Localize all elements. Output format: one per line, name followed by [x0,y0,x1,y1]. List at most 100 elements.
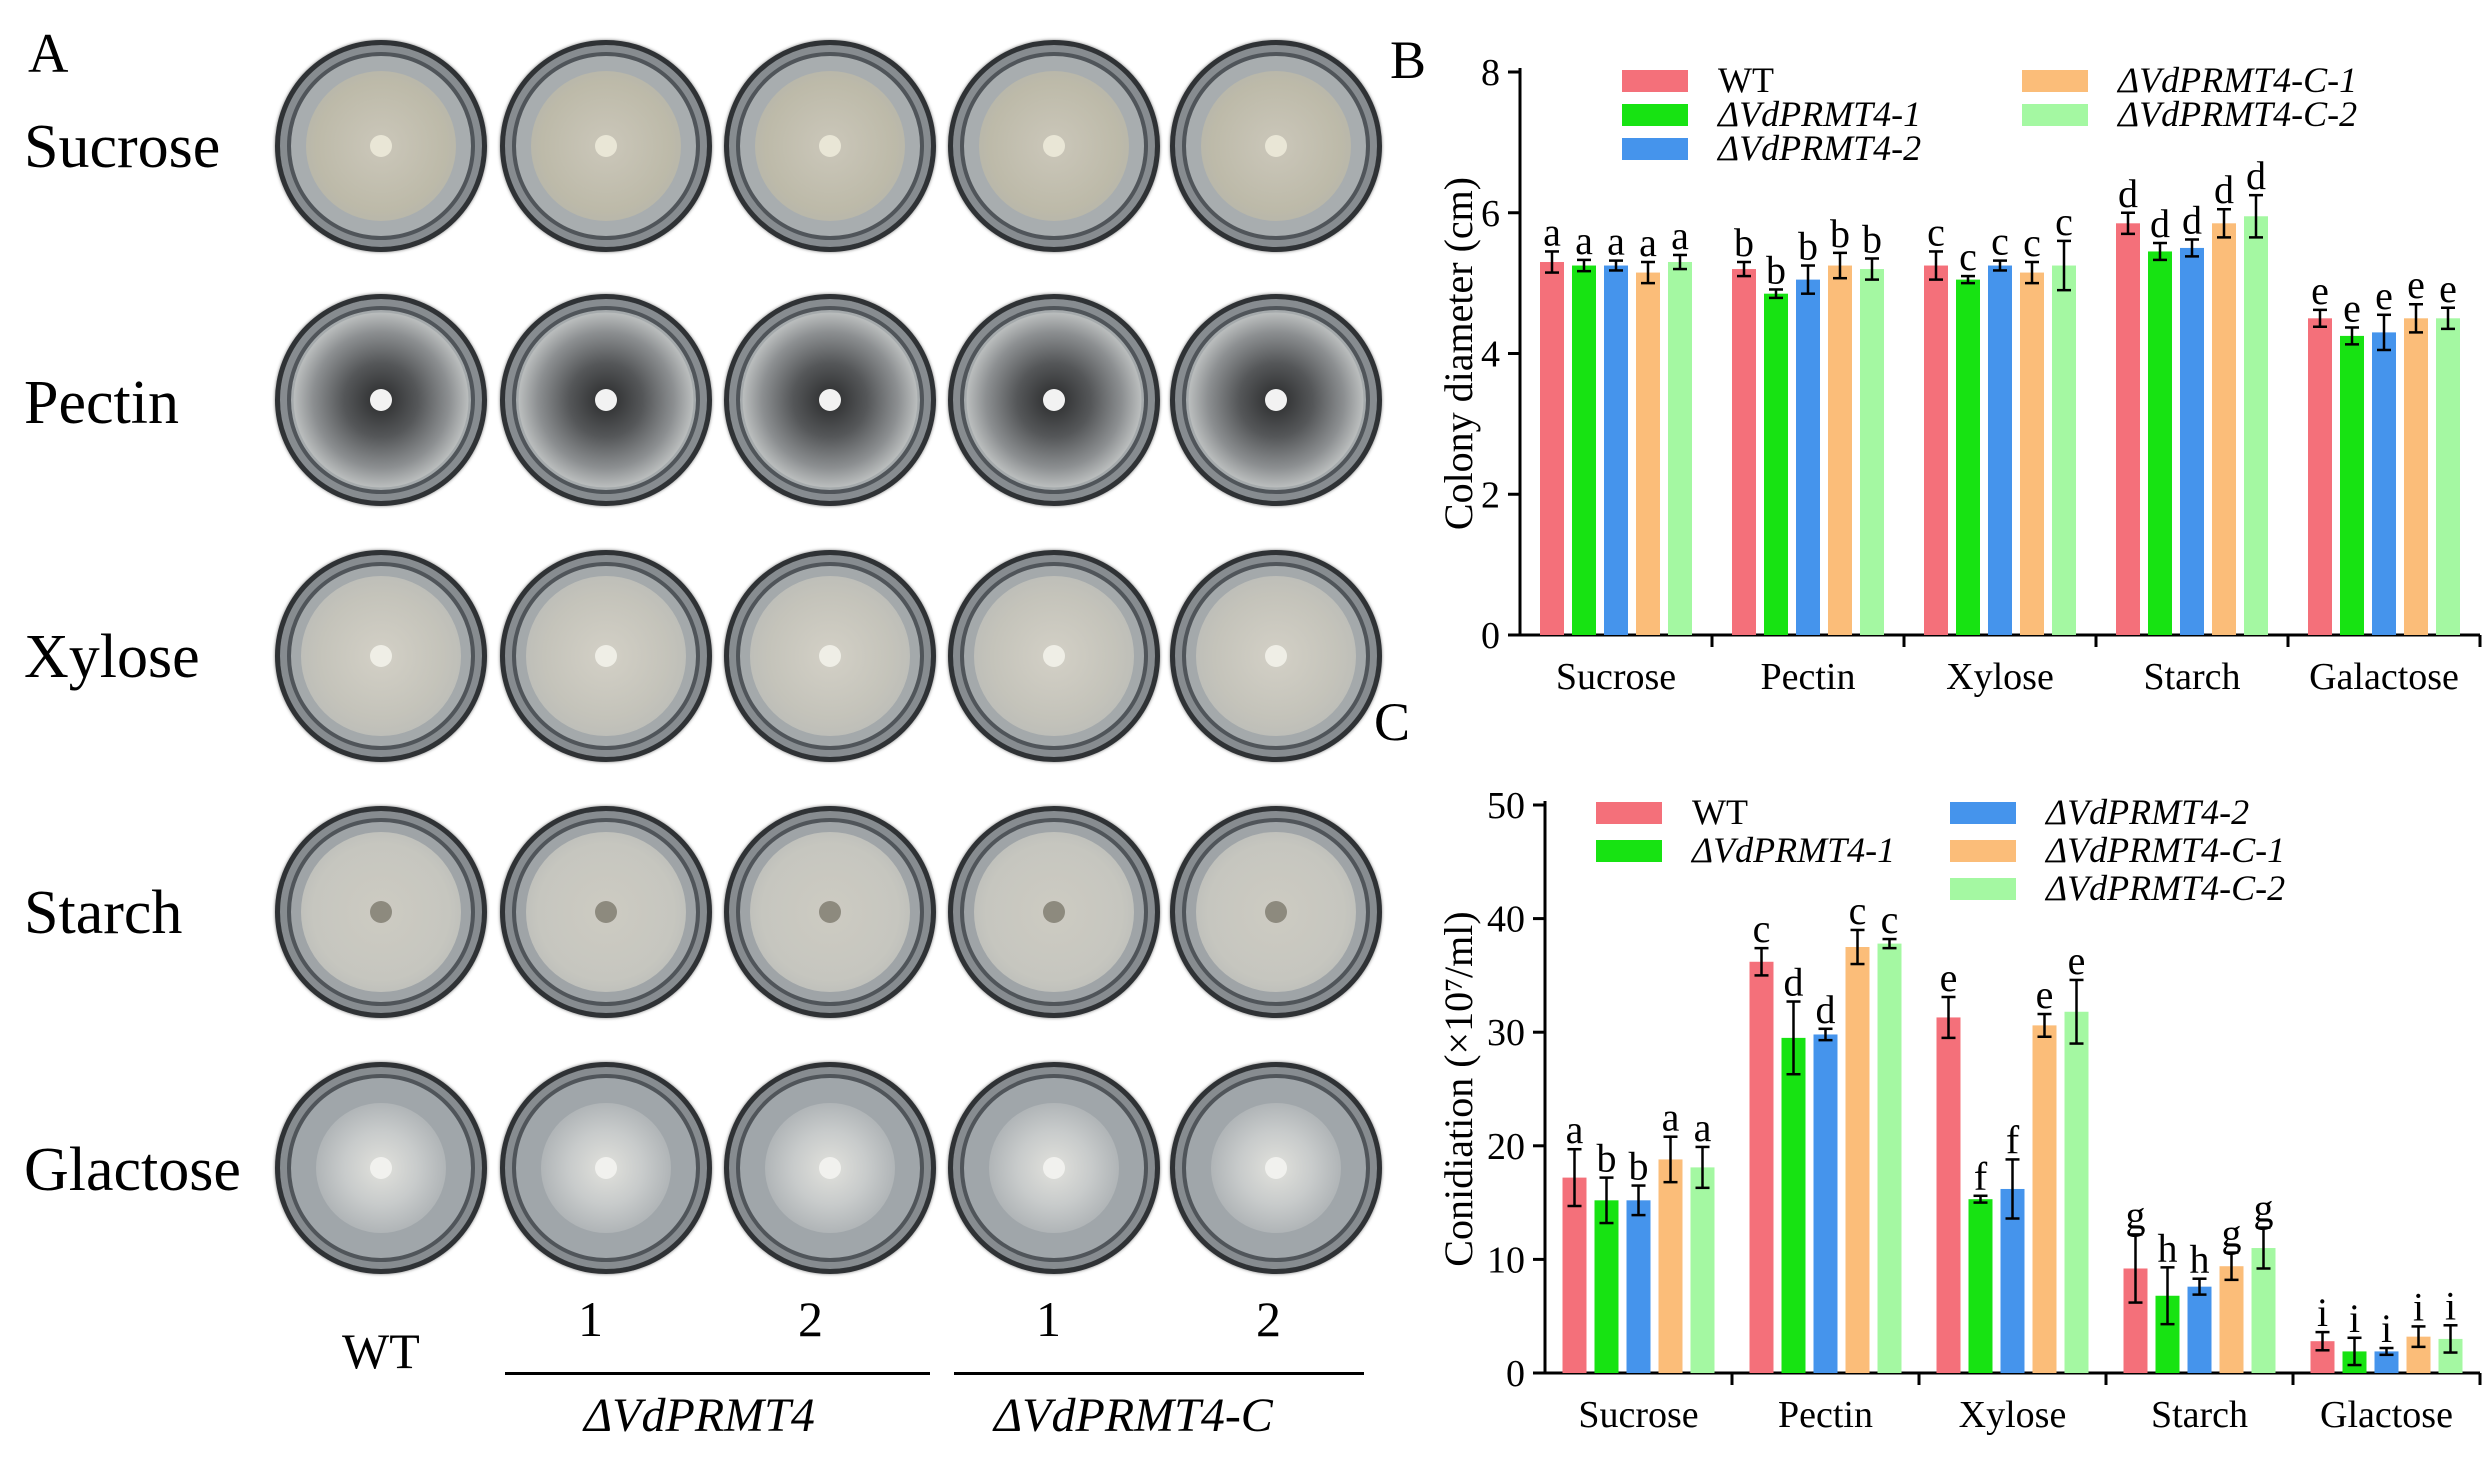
bar [2187,1286,2212,1373]
significance-letter: c [1849,888,1867,933]
legend-swatch [2022,104,2088,126]
y-tick-label: 20 [1487,1126,1525,1168]
colony-center [1265,901,1287,923]
colony-center [370,135,392,157]
colony-center [595,1157,617,1179]
bar [2020,272,2044,635]
colony-center [1043,645,1065,667]
x-tick-label: Xylose [1959,1394,2067,1436]
significance-letter: e [2375,273,2393,318]
significance-letter: d [2150,201,2170,246]
x-tick-label: Starch [2151,1394,2248,1436]
bar [2064,1011,2089,1373]
bar [1540,262,1564,635]
significance-letter: d [2118,171,2138,216]
significance-letter: e [2068,938,2086,983]
colony-center [1043,389,1065,411]
petri-plate [724,1062,936,1274]
colony-center [1265,645,1287,667]
bar [2308,318,2332,635]
significance-letter: a [1575,218,1593,263]
bar [1604,265,1628,635]
significance-letter: a [1543,209,1561,254]
petri-plate [500,40,712,252]
significance-letter: i [2349,1296,2360,1341]
bar [2032,1025,2057,1373]
colony-center [370,1157,392,1179]
colony-center [1265,135,1287,157]
significance-letter: b [1798,224,1818,269]
colony-center [595,901,617,923]
bar [2180,247,2204,635]
row-label-sucrose: Sucrose [24,113,221,181]
significance-letter: b [1629,1144,1649,1189]
bar [1749,961,1774,1373]
legend-swatch [1950,802,2016,824]
bar [2148,251,2172,636]
bar [1956,279,1980,635]
significance-letter: a [1671,213,1689,258]
x-tick-label: Starch [2143,656,2240,698]
petri-plate [275,1062,487,1274]
x-tick-label: Pectin [1778,1394,1873,1436]
bar [1658,1159,1683,1373]
y-axis-title: Conidiation (×10⁷/ml) [1436,911,1481,1266]
legend-label: ΔVdPRMT4-2 [2044,792,2249,832]
legend-label: ΔVdPRMT4-1 [1690,830,1895,870]
legend-swatch [1950,878,2016,900]
legend-label: ΔVdPRMT4-2 [1716,128,1921,168]
legend-swatch [1596,840,1662,862]
bar [1860,269,1884,635]
significance-letter: e [2439,266,2457,311]
legend-swatch [2022,70,2088,92]
petri-plate [275,550,487,762]
bar [1877,943,1902,1373]
legend-label: ΔVdPRMT4-1 [1716,94,1921,134]
colony-center [819,135,841,157]
petri-plate [500,806,712,1018]
significance-letter: i [2381,1306,2392,1351]
x-tick-label: Glactose [2320,1394,2453,1436]
bar [2372,332,2396,635]
petri-plate [275,40,487,252]
legend-swatch [1596,802,1662,824]
column-label-mutant-2: 2 [798,1291,823,1347]
bar [1636,272,1660,635]
colony-center [595,389,617,411]
bar [1845,947,1870,1373]
bar [1732,269,1756,635]
legend-swatch [1950,840,2016,862]
petri-plate [1170,806,1382,1018]
legend-swatch [1622,138,1688,160]
petri-plate [948,294,1160,506]
petri-plate [1170,40,1382,252]
colony-center [1043,135,1065,157]
y-tick-label: 6 [1481,193,1500,235]
significance-letter: e [2343,285,2361,330]
group-label-complement: ΔVdPRMT4-C [994,1389,1273,1442]
bar [1813,1034,1838,1373]
significance-letter: c [1959,234,1977,279]
x-tick-label: Pectin [1761,656,1856,698]
bar [1690,1167,1715,1373]
colony-center [819,901,841,923]
significance-letter: c [2055,199,2073,244]
y-tick-label: 0 [1481,615,1500,657]
petri-plate [948,550,1160,762]
significance-letter: b [1830,211,1850,256]
bar [1924,265,1948,635]
chart-c-conidiation: C 0 10 20 30 40 50 Conidiation (×10⁷/ml) Sucrose… [1374,700,2482,1436]
significance-letter: g [2254,1186,2274,1231]
legend-label: WT [1718,60,1774,100]
petri-plate [948,1062,1160,1274]
bar [1828,265,1852,635]
petri-plate [1170,294,1382,506]
column-label-mutant-1: 1 [578,1291,603,1347]
significance-letter: d [1816,987,1836,1032]
significance-letter: e [2311,268,2329,313]
significance-letter: c [1753,906,1771,951]
legend-label: WT [1692,792,1748,832]
legend-swatch [1622,104,1688,126]
bar [1572,265,1596,635]
